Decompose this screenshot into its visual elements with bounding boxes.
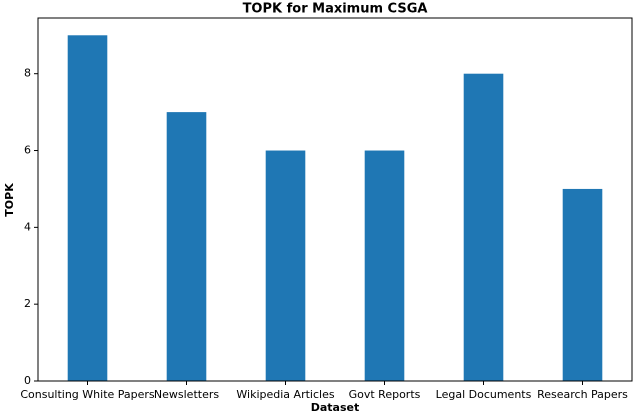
y-tick-label: 4 (24, 220, 31, 233)
y-tick-label: 0 (24, 374, 31, 387)
x-tick-label: Research Papers (537, 388, 628, 401)
bar (562, 188, 603, 381)
x-tick-label: Govt Reports (349, 388, 421, 401)
x-tick-label: Newsletters (154, 388, 219, 401)
plot-frame (37, 17, 633, 382)
x-tick-label: Wikipedia Articles (236, 388, 334, 401)
y-tick-label: 2 (24, 297, 31, 310)
y-tick-label: 8 (24, 67, 31, 80)
x-tick-label: Consulting White Papers (20, 388, 155, 401)
bar (463, 73, 504, 381)
chart-title: TOPK for Maximum CSGA (243, 2, 428, 17)
bar (67, 35, 108, 382)
x-axis-label: Dataset (311, 401, 360, 414)
bar (265, 150, 306, 381)
y-axis-label: TOPK (3, 183, 16, 217)
bar (166, 112, 207, 381)
x-tick-label: Legal Documents (436, 388, 532, 401)
bar (364, 150, 405, 381)
y-tick-label: 6 (24, 144, 31, 157)
